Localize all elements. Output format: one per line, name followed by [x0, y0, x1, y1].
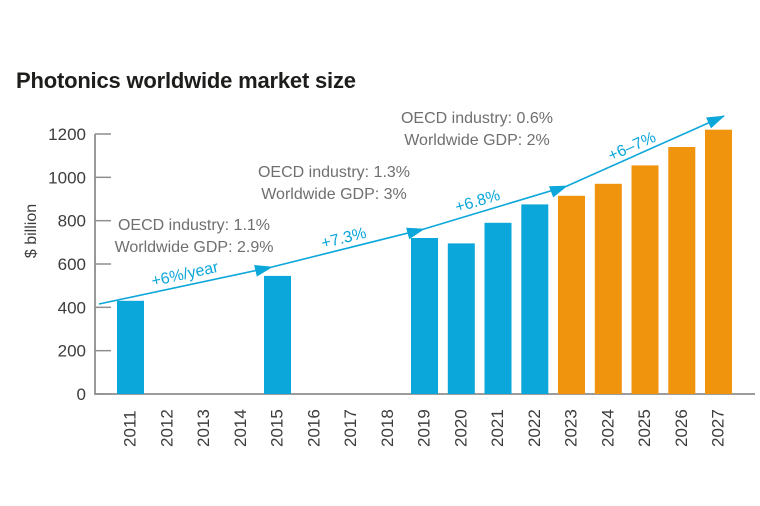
growth-label: +6.8% — [453, 187, 502, 216]
bar-2024 — [594, 183, 622, 394]
x-tick-label: 2013 — [194, 409, 213, 447]
x-tick-label: 2018 — [378, 409, 397, 447]
annotations: OECD industry: 1.1% Worldwide GDP: 2.9% OE… — [115, 110, 553, 256]
x-tick-label: 2022 — [525, 409, 544, 447]
bar-2020 — [447, 243, 475, 394]
bar-2021 — [484, 222, 512, 394]
x-tick-label: 2017 — [341, 409, 360, 447]
x-tick-label: 2026 — [672, 409, 691, 447]
x-tick-label: 2011 — [121, 410, 140, 447]
trend-line — [98, 115, 725, 305]
x-tick-label: 2023 — [562, 409, 581, 447]
bar-2025 — [631, 165, 659, 394]
x-tick-label: 2014 — [231, 409, 250, 447]
bar-2027 — [705, 129, 732, 394]
x-tick-label: 2024 — [598, 409, 617, 447]
y-axis-ticks: 0 200 400 600 800 1000 1200 — [48, 125, 111, 404]
x-tick-label: 2016 — [304, 409, 323, 447]
bar-2022 — [521, 204, 549, 394]
annotation-line: OECD industry: 1.3% — [258, 164, 410, 181]
annotation-line: OECD industry: 1.1% — [118, 217, 270, 234]
x-tick-label: 2019 — [415, 409, 434, 447]
x-tick-label: 2021 — [488, 409, 507, 447]
y-tick-label: 800 — [58, 212, 86, 231]
bar-2011 — [117, 300, 144, 394]
x-tick-label: 2015 — [268, 409, 287, 447]
x-tick-label: 2012 — [157, 409, 176, 447]
bar-2026 — [668, 147, 696, 394]
growth-label: +6–7% — [606, 129, 659, 165]
y-tick-label: 400 — [58, 298, 86, 317]
y-tick-label: 1200 — [48, 125, 86, 144]
y-tick-label: 1000 — [48, 168, 86, 187]
x-axis-labels: 2011 2012 2013 2014 2015 2016 2017 2018 2019 2020… — [121, 409, 728, 447]
bar-2019 — [411, 238, 438, 394]
x-tick-label: 2027 — [709, 409, 728, 447]
annotation-line: Worldwide GDP: 2% — [404, 132, 550, 149]
y-tick-label: 0 — [77, 385, 86, 404]
x-tick-label: 2020 — [451, 409, 470, 447]
annotation-line: Worldwide GDP: 2.9% — [115, 239, 274, 256]
y-tick-label: 600 — [58, 255, 86, 274]
bars — [117, 129, 732, 395]
chart-title: Photonics worldwide market size — [16, 68, 356, 93]
y-tick-label: 200 — [58, 342, 86, 361]
y-axis-label: $ billion — [23, 204, 40, 258]
x-tick-label: 2025 — [635, 409, 654, 447]
annotation-line: OECD industry: 0.6% — [401, 110, 553, 127]
bar-2015 — [264, 275, 291, 394]
bar-2023 — [558, 195, 585, 395]
annotation-line: Worldwide GDP: 3% — [261, 186, 407, 203]
